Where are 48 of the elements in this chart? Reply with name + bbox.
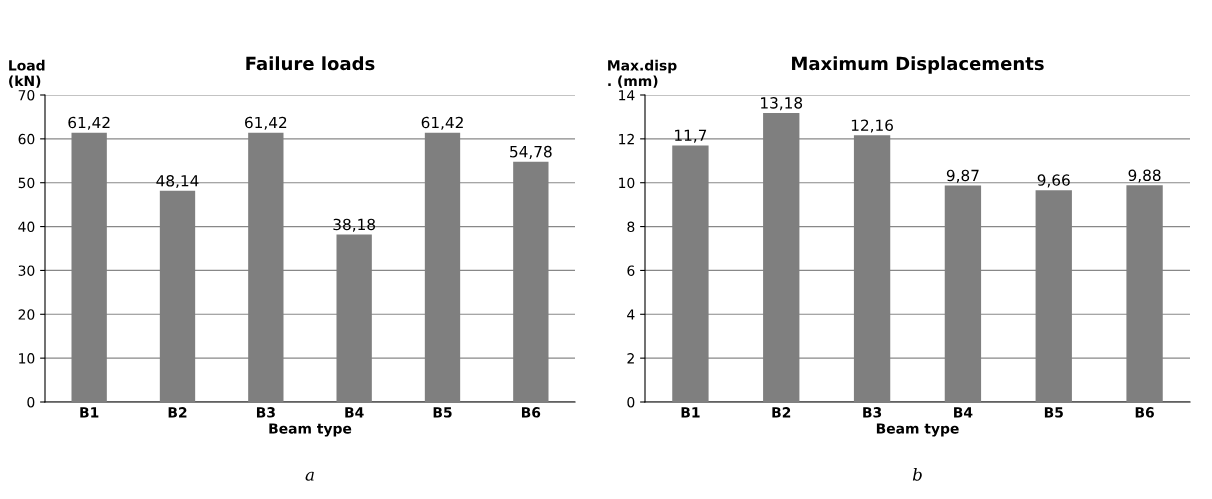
x-tick-label: B1 [681,407,700,418]
x-tick-label: B6 [521,407,541,418]
data-label: 9,88 [1128,169,1161,183]
y-tick-label: 8 [627,221,635,233]
text: a [305,471,314,481]
data-label: 12,16 [851,119,893,133]
x-tick-label: B4 [345,407,364,418]
text: b [912,467,922,481]
data-label: 48,14 [156,174,199,189]
x-tick-label: B2 [772,407,791,418]
chart-title: Maximum Displacements [792,56,1044,74]
x-tick-label: B3 [256,407,275,418]
y-axis-title: Max.disp . (mm) [608,59,677,88]
x-tick-label: B5 [1044,407,1063,418]
data-label: 61,42 [245,116,287,130]
data-label: 38,18 [333,218,375,232]
y-tick-label: 10 [619,177,635,189]
x-tick-label: B4 [954,407,973,418]
y-tick-label: 40 [18,221,35,233]
x-tick-label: B6 [1135,407,1154,418]
y-tick-label: 20 [18,309,35,320]
data-label: 13,18 [761,97,803,111]
y-tick-label: 30 [18,265,35,276]
x-tick-label: B5 [433,407,452,418]
data-label: 54,78 [510,145,552,159]
y-tick-label: 2 [627,353,634,364]
y-axis-title: Load (kN) [9,59,45,88]
data-label: 61,42 [68,116,110,130]
chart-title: Failure loads [246,56,375,71]
data-label: 61,42 [421,116,463,130]
y-tick-label: 14 [619,90,635,101]
y-tick-label: 12 [619,133,634,145]
data-label: 9,87 [946,169,979,183]
x-axis-title: Beam type [876,423,959,437]
x-tick-label: B1 [80,407,99,418]
data-label: 9,66 [1037,174,1070,188]
y-tick-label: 0 [27,396,35,408]
y-tick-label: 70 [18,89,35,101]
y-tick-label: 0 [627,396,635,408]
y-tick-label: 50 [18,177,35,189]
x-tick-label: B3 [863,407,882,418]
x-axis-title: Beam type [269,423,352,437]
x-tick-label: B2 [168,407,187,418]
data-label: 11,7 [675,129,707,143]
y-tick-label: 6 [627,265,635,276]
y-tick-label: 4 [627,309,635,320]
y-tick-label: 10 [19,353,35,364]
y-tick-label: 60 [18,133,35,145]
